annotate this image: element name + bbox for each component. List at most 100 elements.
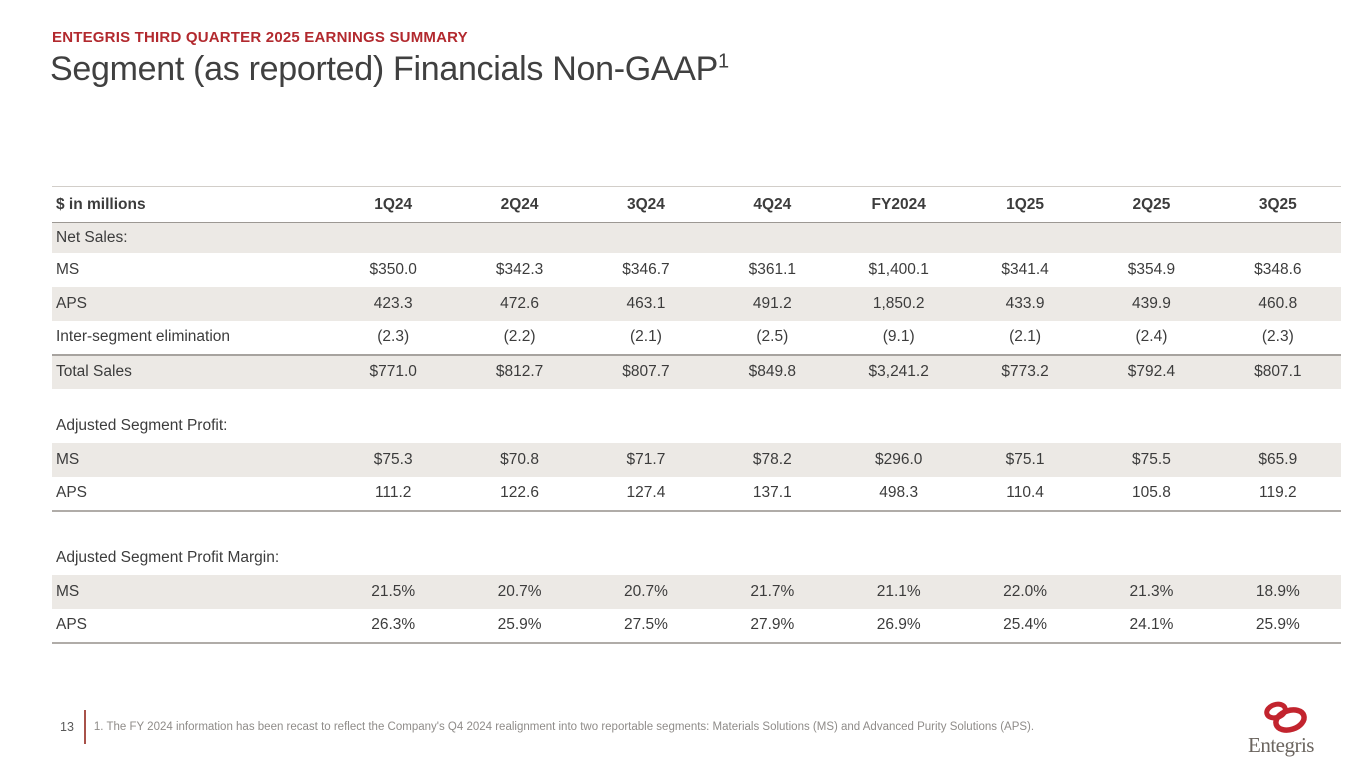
column-header: 2Q24 [456,186,583,223]
value-cell: 1,850.2 [835,286,962,321]
unit-label: $ in millions [52,186,330,223]
value-cell: $75.5 [1088,442,1215,477]
value-cell: $792.4 [1088,353,1215,389]
value-cell: 433.9 [961,286,1089,321]
value-cell: $348.6 [1254,260,1302,278]
value-cell: 18.9% [1214,574,1341,609]
title-footnote-marker: 1 [718,50,729,73]
value-cell: 25.9% [456,608,583,644]
column-header: 4Q24 [709,186,836,223]
value-cell: 24.1% [1088,608,1215,644]
table-row: MS $350.0 $342.3 $346.7 $361.1 $1,400.1 $341.4… [52,253,1341,287]
section-label: Net Sales: [52,222,1341,253]
table-body: Net Sales: MS $350.0 $342.3 $346.7 $361.1 $1,4… [52,222,1341,644]
row-label: APS [52,476,330,512]
financials-table: $ in millions 1Q24 2Q24 3Q24 4Q24 FY2024 1Q25… [52,186,1341,644]
footnote: 1. The FY 2024 information has been reca… [93,721,1035,733]
table-row: Inter-segment elimination (2.3) (2.2) (2.1)… [52,321,1341,355]
value-cell: 25.9% [1214,608,1341,644]
value-cell: 21.7% [709,574,836,609]
value-cell: $341.4 [1001,260,1049,278]
table-row: APS 26.3% 25.9% 27.5% 27.9% 26.9% 25.4% 24.1% 25… [52,608,1341,644]
value-cell: (2.5) [756,328,789,345]
value-cell: $346.7 [622,260,670,278]
value-cell: $342.3 [495,260,544,278]
table-row: Adjusted Segment Profit Margin: [52,537,1341,575]
value-cell: 498.3 [835,476,962,512]
value-cell: $361.1 [748,260,797,278]
value-cell: 26.3% [330,608,457,644]
value-cell: (2.3) [377,328,410,345]
value-cell: $812.7 [456,353,583,389]
value-cell: $771.0 [330,353,457,389]
value-cell: 21.5% [330,574,457,609]
table-row: Net Sales: [52,222,1341,253]
value-cell: 25.4% [961,608,1089,644]
value-cell: 105.8 [1088,476,1215,512]
value-cell: 111.2 [330,476,457,512]
section-label: Adjusted Segment Profit Margin: [56,548,280,566]
table-row: Total Sales $771.0 $812.7 $807.7 $849.8 $3,24… [52,353,1341,389]
column-header: FY2024 [835,186,962,223]
value-cell: $75.1 [961,442,1089,477]
value-cell: $71.7 [582,442,710,477]
spacer-row [52,511,1341,537]
eyebrow: ENTEGRIS THIRD QUARTER 2025 EARNINGS SUM… [52,29,468,46]
value-cell: (2.3) [1261,328,1294,345]
section-label: Adjusted Segment Profit: [56,416,228,434]
logo-text: Entegris [1248,733,1314,757]
row-label: Total Sales [52,353,330,389]
row-label: APS [52,286,330,321]
column-header: 1Q25 [961,186,1089,223]
spacer-row [52,389,1341,405]
footer: 13 1. The FY 2024 information has been r… [60,710,1034,744]
table-row: Adjusted Segment Profit: [52,405,1341,443]
value-cell: 22.0% [961,574,1089,609]
value-cell: 20.7% [582,574,710,609]
row-label: MS [52,442,330,477]
row-label: APS [52,608,330,644]
value-cell: $807.7 [582,353,710,389]
page-title-text: Segment (as reported) Financials Non-GAA… [50,50,718,88]
value-cell: 127.4 [582,476,710,512]
entegris-logo: Entegris [1243,700,1319,756]
page-title: Segment (as reported) Financials Non-GAA… [50,50,729,89]
row-label: Inter-segment elimination [56,328,231,345]
value-cell: 439.9 [1088,286,1215,321]
value-cell: 110.4 [961,476,1089,512]
value-cell: $350.0 [369,260,417,278]
value-cell: 119.2 [1214,476,1341,512]
value-cell: $3,241.2 [835,353,962,389]
value-cell: (2.1) [1009,328,1041,345]
column-header: 3Q25 [1214,186,1341,223]
value-cell: 491.2 [709,286,836,321]
value-cell: $807.1 [1214,353,1341,389]
value-cell: $65.9 [1214,442,1341,477]
table-row: MS $75.3 $70.8 $71.7 $78.2 $296.0 $75.1 $75.5 $6… [52,442,1341,477]
row-label: MS [52,574,330,609]
value-cell: $70.8 [456,442,583,477]
value-cell: $296.0 [835,442,962,477]
column-header: 3Q24 [582,186,710,223]
value-cell: 20.7% [456,574,583,609]
value-cell: 460.8 [1214,286,1341,321]
value-cell: 463.1 [582,286,710,321]
value-cell: $75.3 [330,442,457,477]
value-cell: 26.9% [835,608,962,644]
column-header: 1Q24 [330,186,457,223]
entegris-rings-icon [1264,701,1307,733]
value-cell: $1,400.1 [868,260,929,278]
value-cell: 137.1 [709,476,836,512]
value-cell: $773.2 [961,353,1089,389]
footer-divider [83,710,86,744]
table-row: MS 21.5% 20.7% 20.7% 21.7% 21.1% 22.0% 21.3% 18.… [52,574,1341,609]
value-cell: $78.2 [709,442,836,477]
row-label: MS [56,260,80,278]
table-row: APS 423.3 472.6 463.1 491.2 1,850.2 433.9 439.9… [52,286,1341,321]
page-number: 13 [60,720,74,734]
value-cell: $849.8 [709,353,836,389]
value-cell: (9.1) [882,328,915,345]
value-cell: (2.1) [630,328,662,345]
value-cell: 21.3% [1088,574,1215,609]
